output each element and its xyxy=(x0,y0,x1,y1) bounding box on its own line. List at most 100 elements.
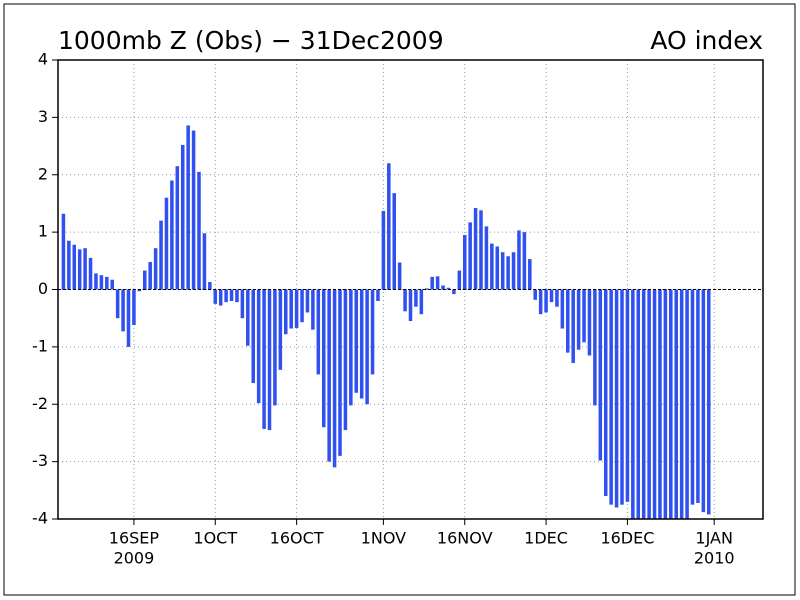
bar xyxy=(430,276,434,290)
bar xyxy=(229,289,234,301)
bar xyxy=(403,289,407,312)
bar xyxy=(208,282,212,290)
bar xyxy=(332,289,337,468)
bar xyxy=(349,289,353,406)
bar xyxy=(468,222,472,290)
bar xyxy=(528,259,532,290)
bar xyxy=(408,289,413,322)
bar xyxy=(576,289,581,350)
bar xyxy=(359,289,364,399)
bar xyxy=(180,144,185,290)
y-tick-label: 3 xyxy=(38,107,48,126)
bar xyxy=(354,289,359,393)
bar xyxy=(582,289,586,343)
bar xyxy=(246,289,250,346)
bar xyxy=(490,243,494,290)
bar xyxy=(690,289,695,505)
bar xyxy=(544,289,548,313)
bar xyxy=(495,246,500,290)
bar xyxy=(397,262,402,290)
bar xyxy=(67,240,71,290)
bar xyxy=(414,289,418,307)
bar xyxy=(202,233,207,290)
x-tick-label: 1JAN xyxy=(695,529,733,548)
chart-title: 1000mb Z (Obs) − 31Dec2009 xyxy=(58,26,444,55)
bar xyxy=(452,289,456,295)
bar xyxy=(72,244,77,290)
bar xyxy=(170,180,174,290)
bar xyxy=(126,289,131,347)
bar xyxy=(631,289,635,519)
y-tick-label: -3 xyxy=(32,451,48,470)
bar xyxy=(484,226,489,290)
bar xyxy=(110,279,114,290)
bar xyxy=(99,275,104,290)
bar xyxy=(105,276,109,290)
bar xyxy=(327,289,331,462)
bar xyxy=(603,289,608,497)
bar xyxy=(381,210,386,290)
bar xyxy=(294,289,299,328)
y-tick-label: -4 xyxy=(32,509,48,528)
y-tick-label: -2 xyxy=(32,394,48,413)
bar xyxy=(652,289,657,519)
bar xyxy=(316,289,321,375)
bar xyxy=(479,210,483,290)
bar xyxy=(555,289,559,307)
bar xyxy=(566,289,570,353)
bar xyxy=(457,270,462,290)
bar xyxy=(284,289,288,335)
bar xyxy=(289,289,293,329)
bar xyxy=(148,261,152,290)
bar xyxy=(88,257,93,290)
bar xyxy=(83,248,87,290)
bar xyxy=(625,289,630,502)
bar xyxy=(462,234,467,290)
x-tick-label: 1DEC xyxy=(524,529,568,548)
bar xyxy=(533,289,537,300)
bar xyxy=(321,289,326,428)
bar xyxy=(446,287,451,290)
bar xyxy=(164,197,169,290)
bar xyxy=(517,230,521,290)
bar xyxy=(701,289,706,513)
bar xyxy=(435,276,440,290)
x-tick-label: 16DEC xyxy=(600,529,654,548)
bar xyxy=(696,289,700,503)
bar xyxy=(669,289,673,519)
bar xyxy=(186,125,190,290)
bar xyxy=(538,289,543,315)
bar xyxy=(365,289,369,405)
bar xyxy=(343,289,348,431)
bar xyxy=(197,171,201,290)
y-tick-label: 2 xyxy=(38,164,48,183)
bar xyxy=(235,289,239,303)
bar xyxy=(636,289,641,519)
bar xyxy=(278,289,283,370)
bar xyxy=(549,289,554,303)
x-tick-label: 16OCT xyxy=(270,529,324,548)
bar xyxy=(159,220,163,290)
bar xyxy=(658,289,662,519)
y-tick-label: 1 xyxy=(38,222,48,241)
x-tick-label: 1OCT xyxy=(193,529,237,548)
plot-border xyxy=(57,59,764,520)
y-tick-label: 0 xyxy=(38,279,48,298)
bar xyxy=(305,289,310,313)
chart-subtitle: AO index xyxy=(650,26,763,55)
bar xyxy=(663,289,668,519)
y-tick-label: -1 xyxy=(32,336,48,355)
bar xyxy=(94,273,98,290)
x-tick-label: 16SEP xyxy=(109,529,160,548)
bar xyxy=(641,289,646,519)
bar xyxy=(213,289,218,304)
x-tick-label: 2010 xyxy=(694,549,735,568)
frame xyxy=(3,3,796,596)
bar xyxy=(267,289,272,431)
bar xyxy=(419,289,424,315)
bar xyxy=(679,289,684,519)
bar xyxy=(620,289,624,505)
x-tick-label: 1NOV xyxy=(361,529,406,548)
bar xyxy=(614,289,619,508)
bar xyxy=(121,289,125,332)
